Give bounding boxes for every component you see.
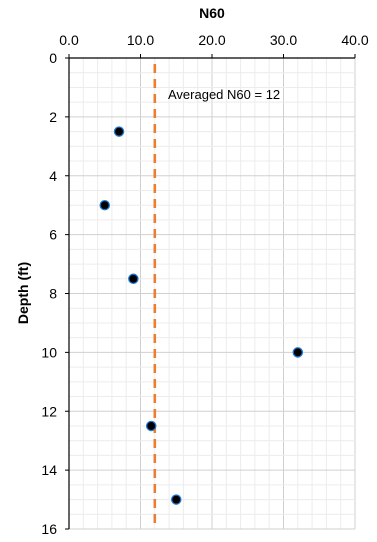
- y-tick-label: 14: [41, 462, 57, 478]
- x-tick-label: 30.0: [270, 32, 297, 48]
- data-point: [292, 347, 304, 358]
- data-point: [145, 420, 157, 432]
- data-point: [170, 494, 182, 505]
- data-points: [99, 126, 304, 505]
- y-tick-label: 8: [49, 286, 57, 302]
- x-tick-label: 10.0: [127, 32, 154, 48]
- y-tick-label: 6: [49, 227, 57, 243]
- x-tick-label: 40.0: [341, 32, 368, 48]
- tick-labels: 0.0 10.0 20.0 30.0 40.0 0 2 4 6 8 10 12 14 16: [41, 32, 368, 537]
- x-tick-label: 20.0: [198, 32, 225, 48]
- x-axis-title: N60: [199, 5, 225, 21]
- x-tick-label: 0.0: [59, 32, 79, 48]
- y-tick-label: 4: [49, 168, 57, 184]
- y-tick-label: 10: [41, 344, 57, 360]
- data-point: [113, 126, 125, 137]
- y-tick-label: 16: [41, 521, 57, 537]
- y-tick-label: 12: [41, 403, 57, 419]
- y-tick-label: 2: [49, 109, 57, 125]
- data-point: [128, 273, 139, 285]
- reference-line-annotation: Averaged N60 = 12: [168, 87, 280, 102]
- y-axis-title: Depth (ft): [15, 262, 31, 324]
- data-point: [99, 199, 111, 211]
- grid: [68, 57, 356, 530]
- y-tick-label: 0: [49, 50, 57, 66]
